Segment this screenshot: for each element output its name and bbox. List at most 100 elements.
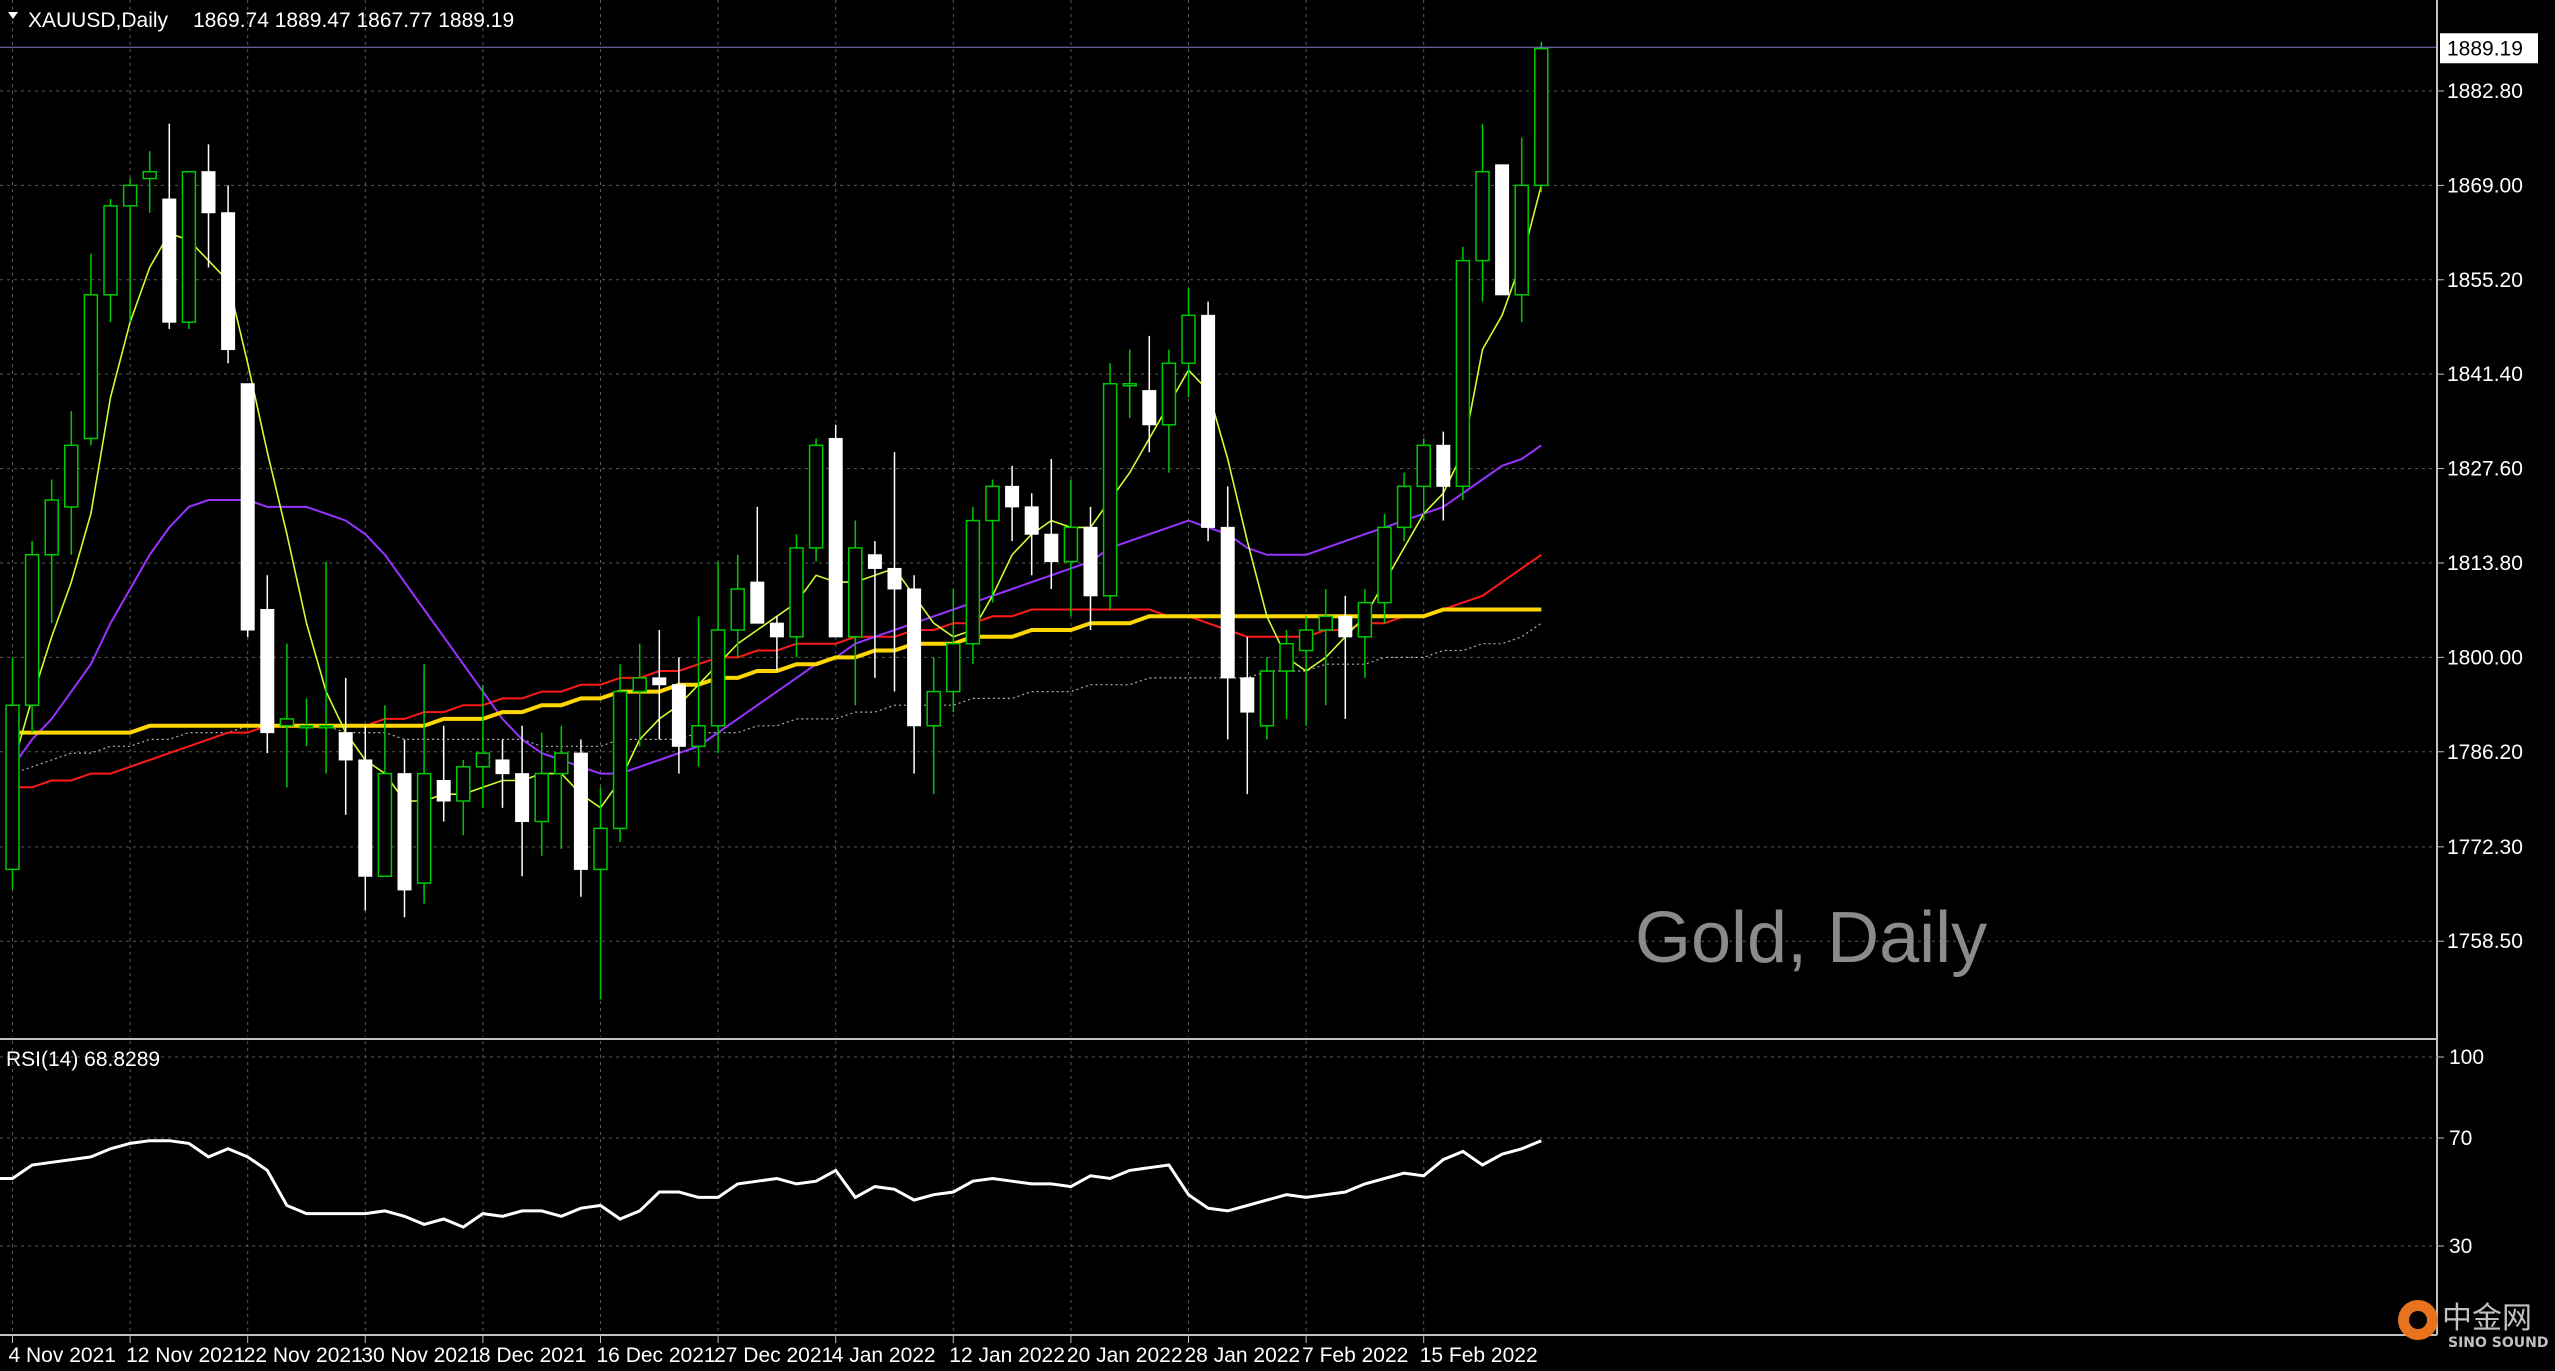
rsi-tick-label: 100 bbox=[2449, 1046, 2484, 1069]
candle-body bbox=[162, 198, 177, 323]
bear-candle bbox=[1436, 431, 1451, 521]
bull-candle bbox=[377, 705, 393, 878]
rsi-grid bbox=[0, 1041, 2437, 1333]
time-tick-label: 22 Nov 2021 bbox=[244, 1344, 363, 1367]
chevron-down-icon[interactable] bbox=[8, 12, 18, 19]
bear-candle bbox=[671, 657, 686, 774]
candle-body bbox=[828, 437, 843, 638]
rsi-line bbox=[0, 1139, 1542, 1229]
price-panel[interactable] bbox=[0, 0, 2437, 1037]
candle-body bbox=[358, 759, 373, 877]
candle-body bbox=[1377, 526, 1392, 604]
bear-candle bbox=[867, 541, 882, 678]
bull-candle bbox=[1063, 479, 1079, 617]
bull-candle bbox=[1514, 137, 1529, 323]
rsi-label: RSI(14) 68.8289 bbox=[6, 1048, 160, 1071]
price-tick-label: 1800.00 bbox=[2447, 646, 2523, 669]
rsi-tick-label: 30 bbox=[2449, 1235, 2472, 1258]
candle-body bbox=[907, 588, 922, 727]
candle-body bbox=[593, 827, 608, 871]
candle-body bbox=[24, 554, 40, 706]
candle-body bbox=[456, 766, 471, 802]
bull-candle bbox=[456, 759, 471, 836]
svg-text:SINO SOUND: SINO SOUND bbox=[2448, 1335, 2548, 1351]
rsi-panel[interactable]: RSI(14) 68.8289 bbox=[0, 1041, 2437, 1333]
candle-body bbox=[691, 725, 706, 748]
time-tick-label: 27 Dec 2021 bbox=[714, 1344, 833, 1367]
bear-candle bbox=[1005, 465, 1020, 542]
candle-body bbox=[985, 485, 1000, 522]
candle-body bbox=[142, 170, 157, 180]
bull-candle bbox=[1377, 513, 1392, 624]
price-tick-label: 1786.20 bbox=[2447, 741, 2523, 764]
bull-candle bbox=[181, 170, 197, 330]
candle-body bbox=[1318, 615, 1333, 631]
bull-candle bbox=[24, 541, 40, 733]
bear-candle bbox=[1220, 486, 1235, 740]
bear-candle bbox=[1338, 595, 1353, 719]
bear-candle bbox=[828, 424, 843, 638]
candle-body bbox=[1122, 382, 1137, 387]
bear-candle bbox=[260, 575, 275, 754]
bull-candle bbox=[142, 151, 157, 213]
time-tick-label: 4 Jan 2022 bbox=[832, 1344, 936, 1367]
bull-candle bbox=[318, 561, 334, 774]
candle-body bbox=[515, 773, 530, 823]
bear-candle bbox=[887, 452, 902, 692]
symbol-label: XAUUSD,Daily bbox=[28, 9, 169, 32]
time-tick-label: 12 Jan 2022 bbox=[949, 1344, 1065, 1367]
candle-body bbox=[789, 547, 804, 638]
bear-candle bbox=[1044, 458, 1059, 589]
bear-candle bbox=[495, 739, 510, 808]
time-tick-label: 8 Dec 2021 bbox=[479, 1344, 586, 1367]
bull-candle bbox=[299, 698, 314, 747]
time-tick-label: 16 Dec 2021 bbox=[597, 1344, 716, 1367]
candle-body bbox=[103, 205, 118, 296]
candle-body bbox=[1161, 362, 1177, 426]
bull-candle bbox=[1279, 629, 1294, 719]
time-tick-label: 4 Nov 2021 bbox=[9, 1344, 116, 1367]
bull-candle bbox=[848, 520, 863, 706]
ma-mid-line bbox=[11, 444, 1542, 775]
candle-body bbox=[534, 772, 549, 823]
candle-body bbox=[260, 608, 275, 734]
bear-candle bbox=[1083, 506, 1098, 630]
bull-candle bbox=[44, 479, 59, 624]
candle-body bbox=[1201, 314, 1216, 528]
candle-body bbox=[887, 567, 902, 590]
bear-candle bbox=[769, 616, 784, 672]
bull-candle bbox=[926, 657, 941, 795]
candle-body bbox=[573, 752, 588, 870]
candle-body bbox=[338, 732, 353, 761]
price-tick-label: 1841.40 bbox=[2447, 363, 2523, 386]
candle-body bbox=[1534, 47, 1549, 187]
bear-candle bbox=[1240, 636, 1255, 795]
candle-body bbox=[1475, 170, 1490, 262]
bull-candle bbox=[965, 506, 981, 665]
candle-body bbox=[612, 690, 628, 830]
candle-body bbox=[1514, 184, 1529, 296]
candle-body bbox=[848, 547, 863, 638]
bull-candle bbox=[1102, 363, 1118, 610]
candle-body bbox=[730, 588, 745, 631]
price-tick-label: 1813.80 bbox=[2447, 552, 2523, 575]
bear-candle bbox=[221, 185, 236, 364]
candle-body bbox=[475, 752, 491, 768]
bear-candle bbox=[515, 725, 530, 877]
time-tick-label: 30 Nov 2021 bbox=[361, 1344, 480, 1367]
candle-body bbox=[1102, 382, 1118, 597]
time-tick-label: 20 Jan 2022 bbox=[1067, 1344, 1183, 1367]
svg-text:1889.19: 1889.19 bbox=[2447, 37, 2523, 60]
candle-body bbox=[1416, 444, 1431, 488]
bull-candle bbox=[1534, 41, 1549, 193]
ohlc-values: 1869.74 1889.47 1867.77 1889.19 bbox=[193, 9, 514, 32]
candle-body bbox=[710, 629, 726, 727]
candle-body bbox=[1455, 259, 1471, 488]
candle-body bbox=[44, 499, 59, 556]
candle-body bbox=[299, 725, 314, 729]
candlesticks bbox=[5, 41, 1549, 1000]
bull-candle bbox=[1181, 287, 1196, 398]
time-tick-label: 12 Nov 2021 bbox=[126, 1344, 245, 1367]
